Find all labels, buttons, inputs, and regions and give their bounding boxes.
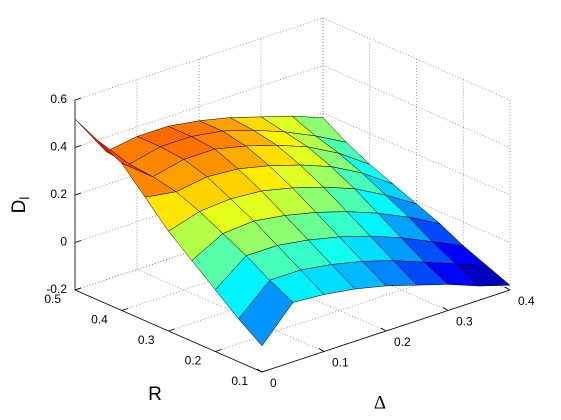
y-tick: [215, 349, 222, 352]
y-tick-label: 0.1: [231, 374, 248, 388]
grid-line: [322, 17, 511, 101]
x-axis-label: Δ: [374, 392, 386, 413]
grid-line: [322, 112, 511, 196]
z-label-main: D: [9, 200, 30, 214]
z-tick-label: 0.4: [50, 140, 67, 154]
y-axis-label: R: [148, 384, 162, 405]
x-tick: [256, 368, 263, 373]
y-tick-label: 0.5: [44, 292, 61, 306]
x-tick: [442, 307, 449, 311]
z-tick: [74, 97, 82, 101]
y-tick-label: 0.4: [91, 313, 108, 327]
z-tick: [74, 240, 82, 243]
z-tick: [74, 192, 82, 196]
x-tick: [504, 286, 511, 291]
y-tick: [74, 287, 82, 291]
axes: -0.2 0 0.2 0.4 0.6 0.1 0.2 0.3 0.4 0.5 0 0.1 0.2 0.3 0…: [44, 92, 535, 390]
x-tick-label: 0.3: [456, 315, 473, 329]
x-tick-label: 0.1: [332, 356, 349, 370]
z-tick-label: 0.2: [50, 187, 67, 201]
y-tick: [261, 369, 269, 373]
x-tick-label: 0.2: [394, 335, 411, 349]
grid-line: [136, 269, 325, 352]
grid-line: [322, 160, 511, 243]
z-tick-label: 0: [60, 235, 67, 249]
z-tick-label: 0.6: [50, 92, 67, 106]
z-tick-label: -0.2: [46, 282, 67, 296]
z-label-subscript: l: [17, 197, 32, 200]
grid-line: [322, 65, 511, 148]
surface: [74, 115, 511, 347]
x-tick: [380, 327, 387, 332]
y-tick-label: 0.2: [185, 354, 202, 368]
surface-patch: [238, 279, 294, 347]
z-tick: [74, 145, 82, 148]
x-tick: [318, 348, 325, 352]
y-tick: [121, 308, 128, 311]
x-tick-label: 0: [270, 376, 277, 390]
y-tick-label: 0.3: [138, 333, 155, 347]
x-tick-label: 0.4: [518, 294, 535, 308]
y-tick: [168, 328, 175, 332]
z-axis-label: Dl: [9, 197, 32, 214]
